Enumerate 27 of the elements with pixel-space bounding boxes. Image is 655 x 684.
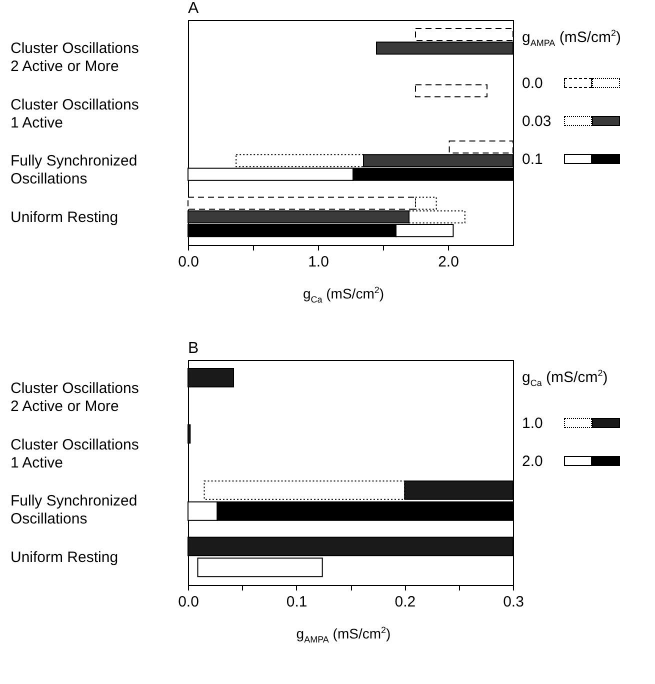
y-tick-label: Cluster Oscillations 2 Active or More bbox=[10, 40, 139, 76]
y-tick-label: Uniform Resting bbox=[10, 548, 118, 566]
x-tick-label: 0.1 bbox=[286, 594, 308, 610]
x-tick-label: 2.0 bbox=[438, 254, 459, 270]
x-tick-label: 0.3 bbox=[503, 594, 524, 610]
y-tick-label: Cluster Oscillations 1 Active bbox=[10, 96, 139, 132]
chart-title: A bbox=[188, 0, 199, 17]
legend-label: 0.1 bbox=[522, 150, 544, 168]
y-tick-label: Uniform Resting bbox=[10, 208, 118, 226]
y-tick-label: Fully Synchronized Oscillations bbox=[10, 492, 138, 528]
x-tick-label: 1.0 bbox=[308, 254, 329, 270]
y-tick-label: Cluster Oscillations 1 Active bbox=[10, 436, 139, 472]
legend-label: 0.03 bbox=[522, 112, 552, 130]
x-tick-label: 0.0 bbox=[178, 594, 199, 610]
x-tick-label: 0.2 bbox=[394, 594, 416, 610]
legend-label: 1.0 bbox=[522, 414, 544, 432]
legend-title: g$_{AMPA}$ (mS/cm$^{2}$) bbox=[522, 28, 622, 48]
x-axis-title: g$_{AMPA}$ (mS/cm$^{2}$) bbox=[295, 625, 392, 644]
x-axis-title: g$_{Ca}$ (mS/cm$^{2}$) bbox=[302, 285, 386, 304]
bar bbox=[415, 84, 488, 98]
y-tick-label: Fully Synchronized Oscillations bbox=[10, 152, 138, 188]
x-tick-label: 0.0 bbox=[178, 254, 199, 270]
legend-label: 2.0 bbox=[522, 452, 544, 470]
chart-title: B bbox=[188, 340, 199, 357]
legend-label: 0.0 bbox=[522, 74, 544, 92]
legend-title: g$_{Ca}$ (mS/cm$^{2}$) bbox=[522, 368, 609, 388]
y-tick-label: Cluster Oscillations 2 Active or More bbox=[10, 380, 139, 416]
